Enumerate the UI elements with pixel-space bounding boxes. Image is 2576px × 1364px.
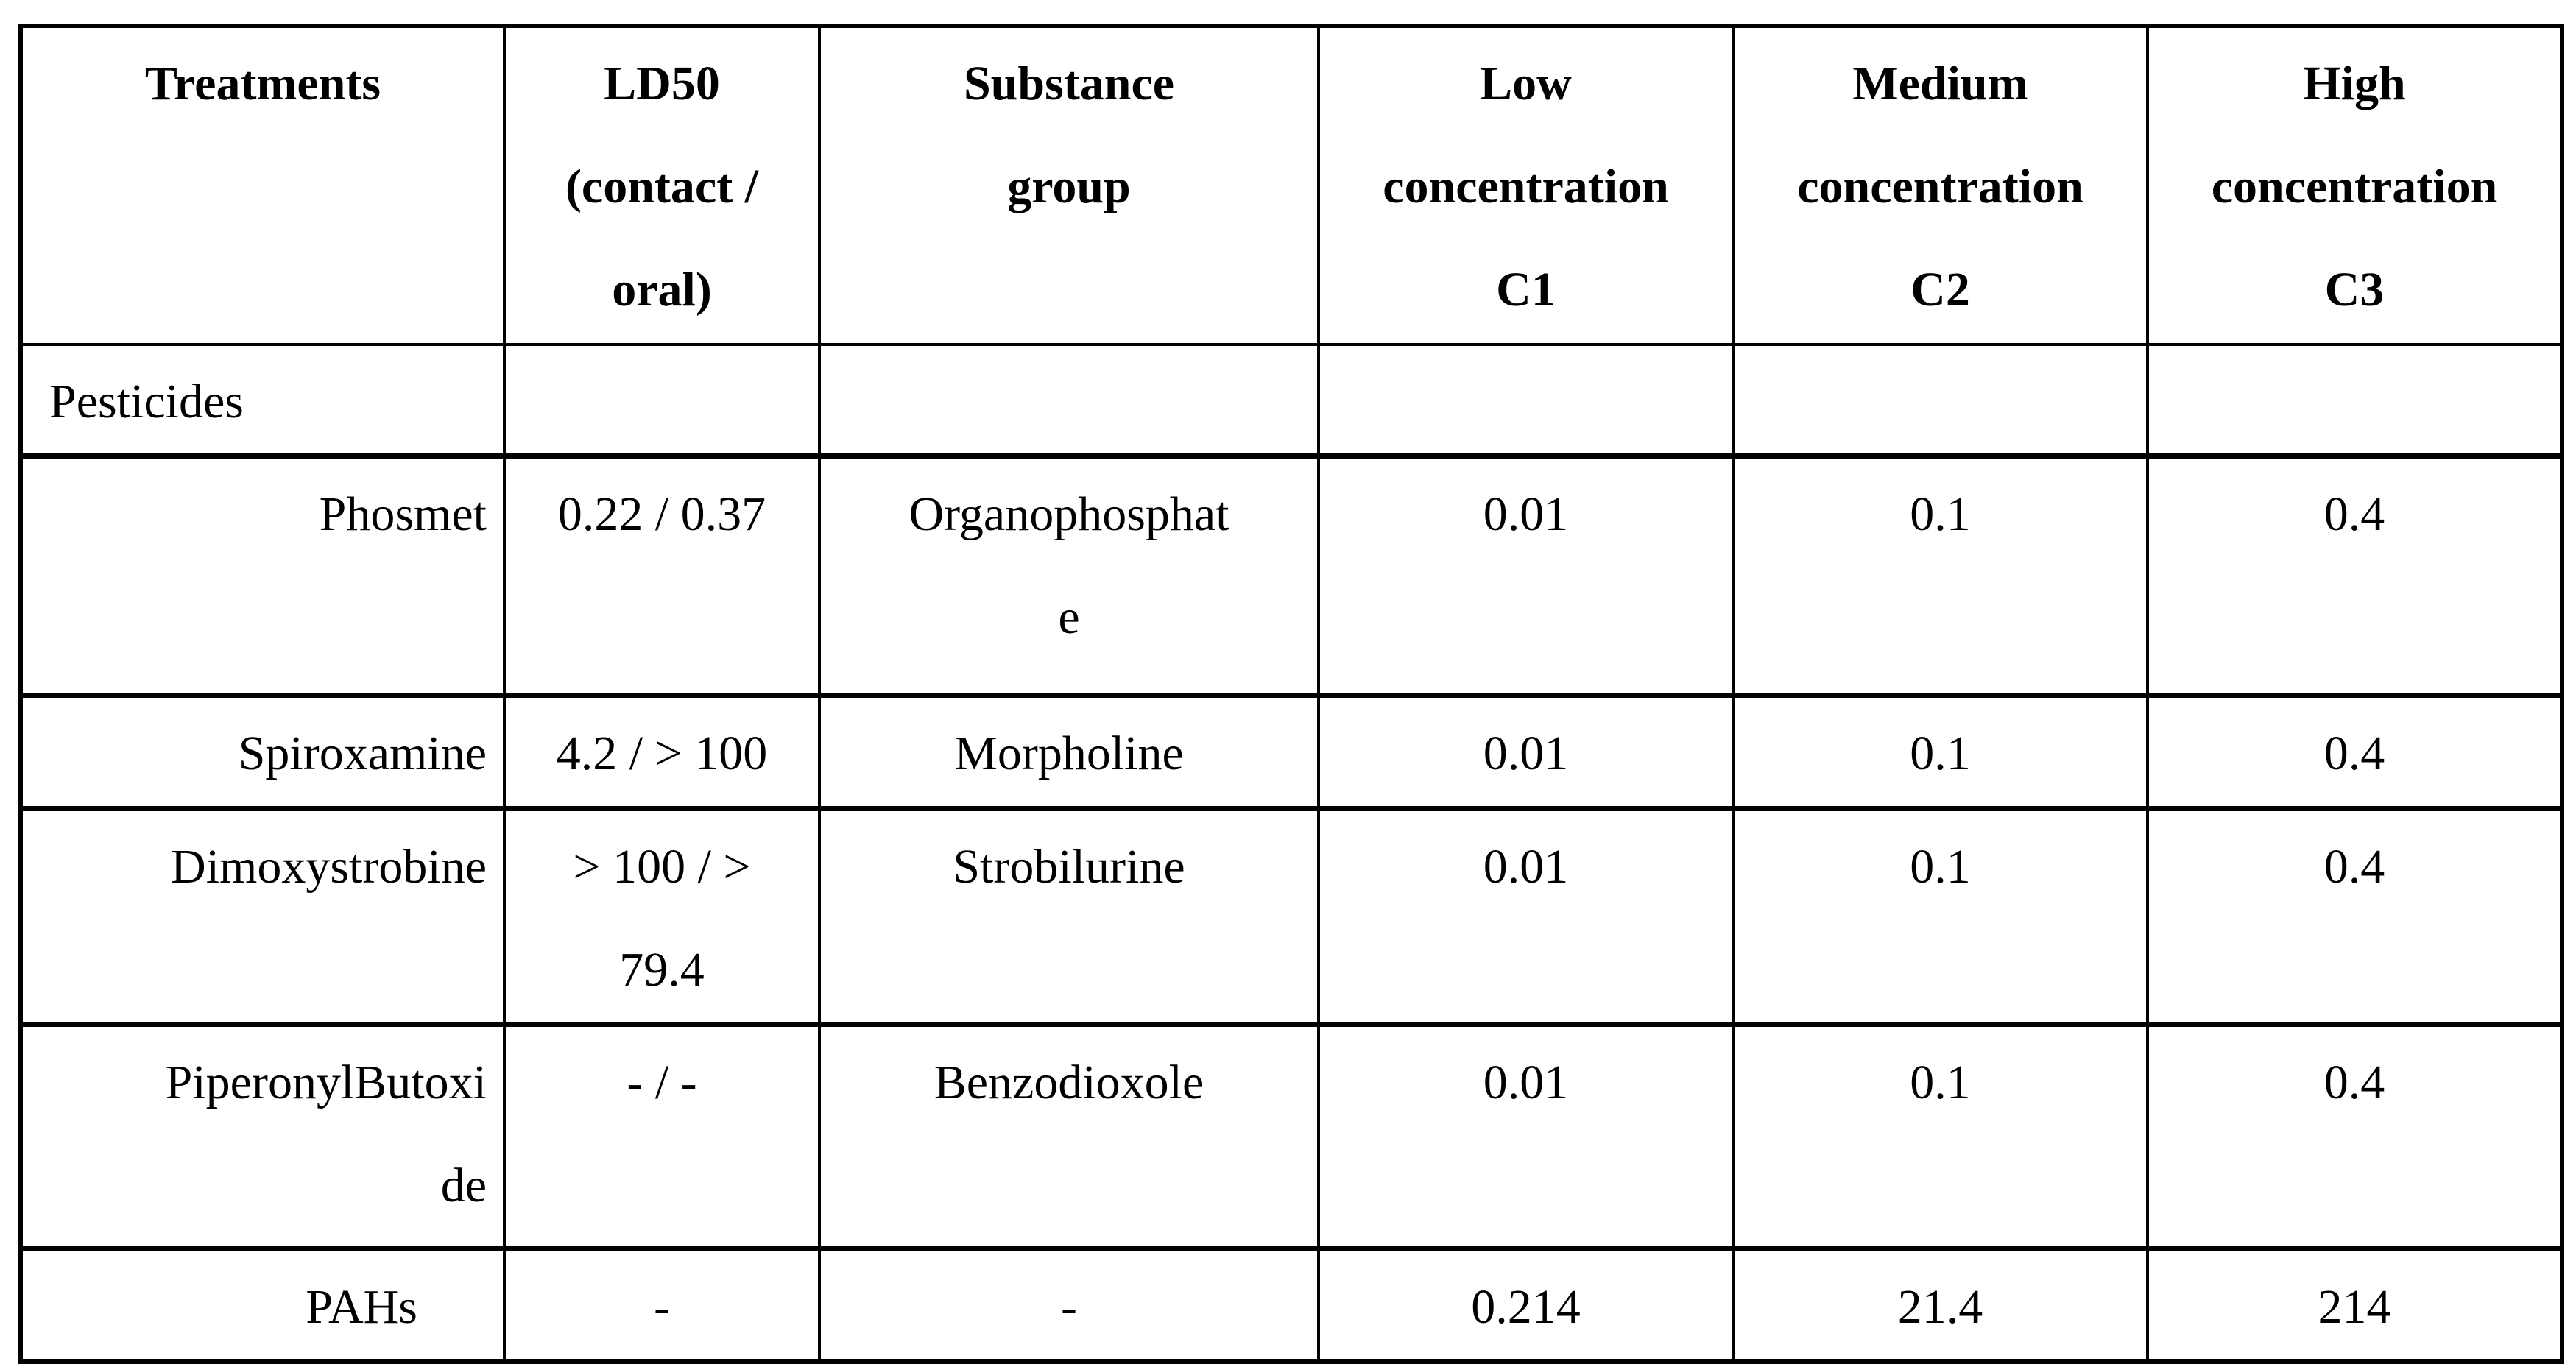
cell-c2 (1732, 343, 2149, 459)
cell-treatment-name: Phosmet (19, 454, 506, 698)
cell-c1: 0.01 (1317, 693, 1735, 811)
table-row-spiroxamine: Spiroxamine 4.2 / > 100 Morpholine 0.01 … (19, 693, 2563, 811)
cell-treatment-name: Dimoxystrobine (19, 807, 506, 1027)
table-row-pahs: PAHs - - 0.214 21.4 214 (19, 1247, 2563, 1364)
cell-substance-group: Morpholine (818, 693, 1320, 811)
cell-c1 (1317, 343, 1735, 459)
table-row-pesticides-group: Pesticides (19, 343, 2563, 459)
cell-ld50: 0.22 / 0.37 (503, 454, 821, 698)
cell-substance-group (818, 343, 1320, 459)
cell-c1: 0.01 (1317, 807, 1735, 1027)
cell-c2: 0.1 (1732, 1022, 2149, 1251)
cell-c1: 0.01 (1317, 1022, 1735, 1251)
cell-treatment-name: Spiroxamine (19, 693, 506, 811)
cell-c3: 0.4 (2146, 454, 2563, 698)
cell-c3: 214 (2146, 1247, 2563, 1364)
cell-ld50 (503, 343, 821, 459)
cell-group-label: Pesticides (19, 343, 506, 459)
cell-substance-group: - (818, 1247, 1320, 1364)
cell-treatment-name: PAHs (19, 1247, 506, 1364)
cell-treatment-name: PiperonylButoxi de (19, 1022, 506, 1251)
cell-substance-group: Benzodioxole (818, 1022, 1320, 1251)
cell-c3: 0.4 (2146, 1022, 2563, 1251)
cell-ld50: - / - (503, 1022, 821, 1251)
cell-c3: 0.4 (2146, 693, 2563, 811)
cell-ld50: > 100 / > 79.4 (503, 807, 821, 1027)
col-header-treatments: Treatments (19, 24, 506, 346)
cell-ld50: - (503, 1247, 821, 1364)
cell-c2: 0.1 (1732, 454, 2149, 698)
col-header-substance-group: Substance group (818, 24, 1320, 346)
table-row-piperonylbutoxide: PiperonylButoxi de - / - Benzodioxole 0.… (19, 1022, 2563, 1251)
col-header-high-concentration-c3: High concentration C3 (2146, 24, 2563, 346)
col-header-ld50: LD50 (contact / oral) (503, 24, 821, 346)
cell-c1: 0.01 (1317, 454, 1735, 698)
cell-c2: 21.4 (1732, 1247, 2149, 1364)
table-row-dimoxystrobine: Dimoxystrobine > 100 / > 79.4 Strobiluri… (19, 807, 2563, 1027)
col-header-low-concentration-c1: Low concentration C1 (1317, 24, 1735, 346)
col-header-medium-concentration-c2: Medium concentration C2 (1732, 24, 2149, 346)
header-row: Treatments LD50 (contact / oral) Substan… (19, 24, 2563, 346)
cell-c2: 0.1 (1732, 807, 2149, 1027)
cell-ld50: 4.2 / > 100 (503, 693, 821, 811)
cell-c3: 0.4 (2146, 807, 2563, 1027)
cell-c3 (2146, 343, 2563, 459)
cell-substance-group: Strobilurine (818, 807, 1320, 1027)
cell-c1: 0.214 (1317, 1247, 1735, 1364)
treatments-concentration-table: Treatments LD50 (contact / oral) Substan… (18, 24, 2564, 1364)
table-row-phosmet: Phosmet 0.22 / 0.37 Organophosphat e 0.0… (19, 454, 2563, 698)
cell-substance-group: Organophosphat e (818, 454, 1320, 698)
cell-c2: 0.1 (1732, 693, 2149, 811)
